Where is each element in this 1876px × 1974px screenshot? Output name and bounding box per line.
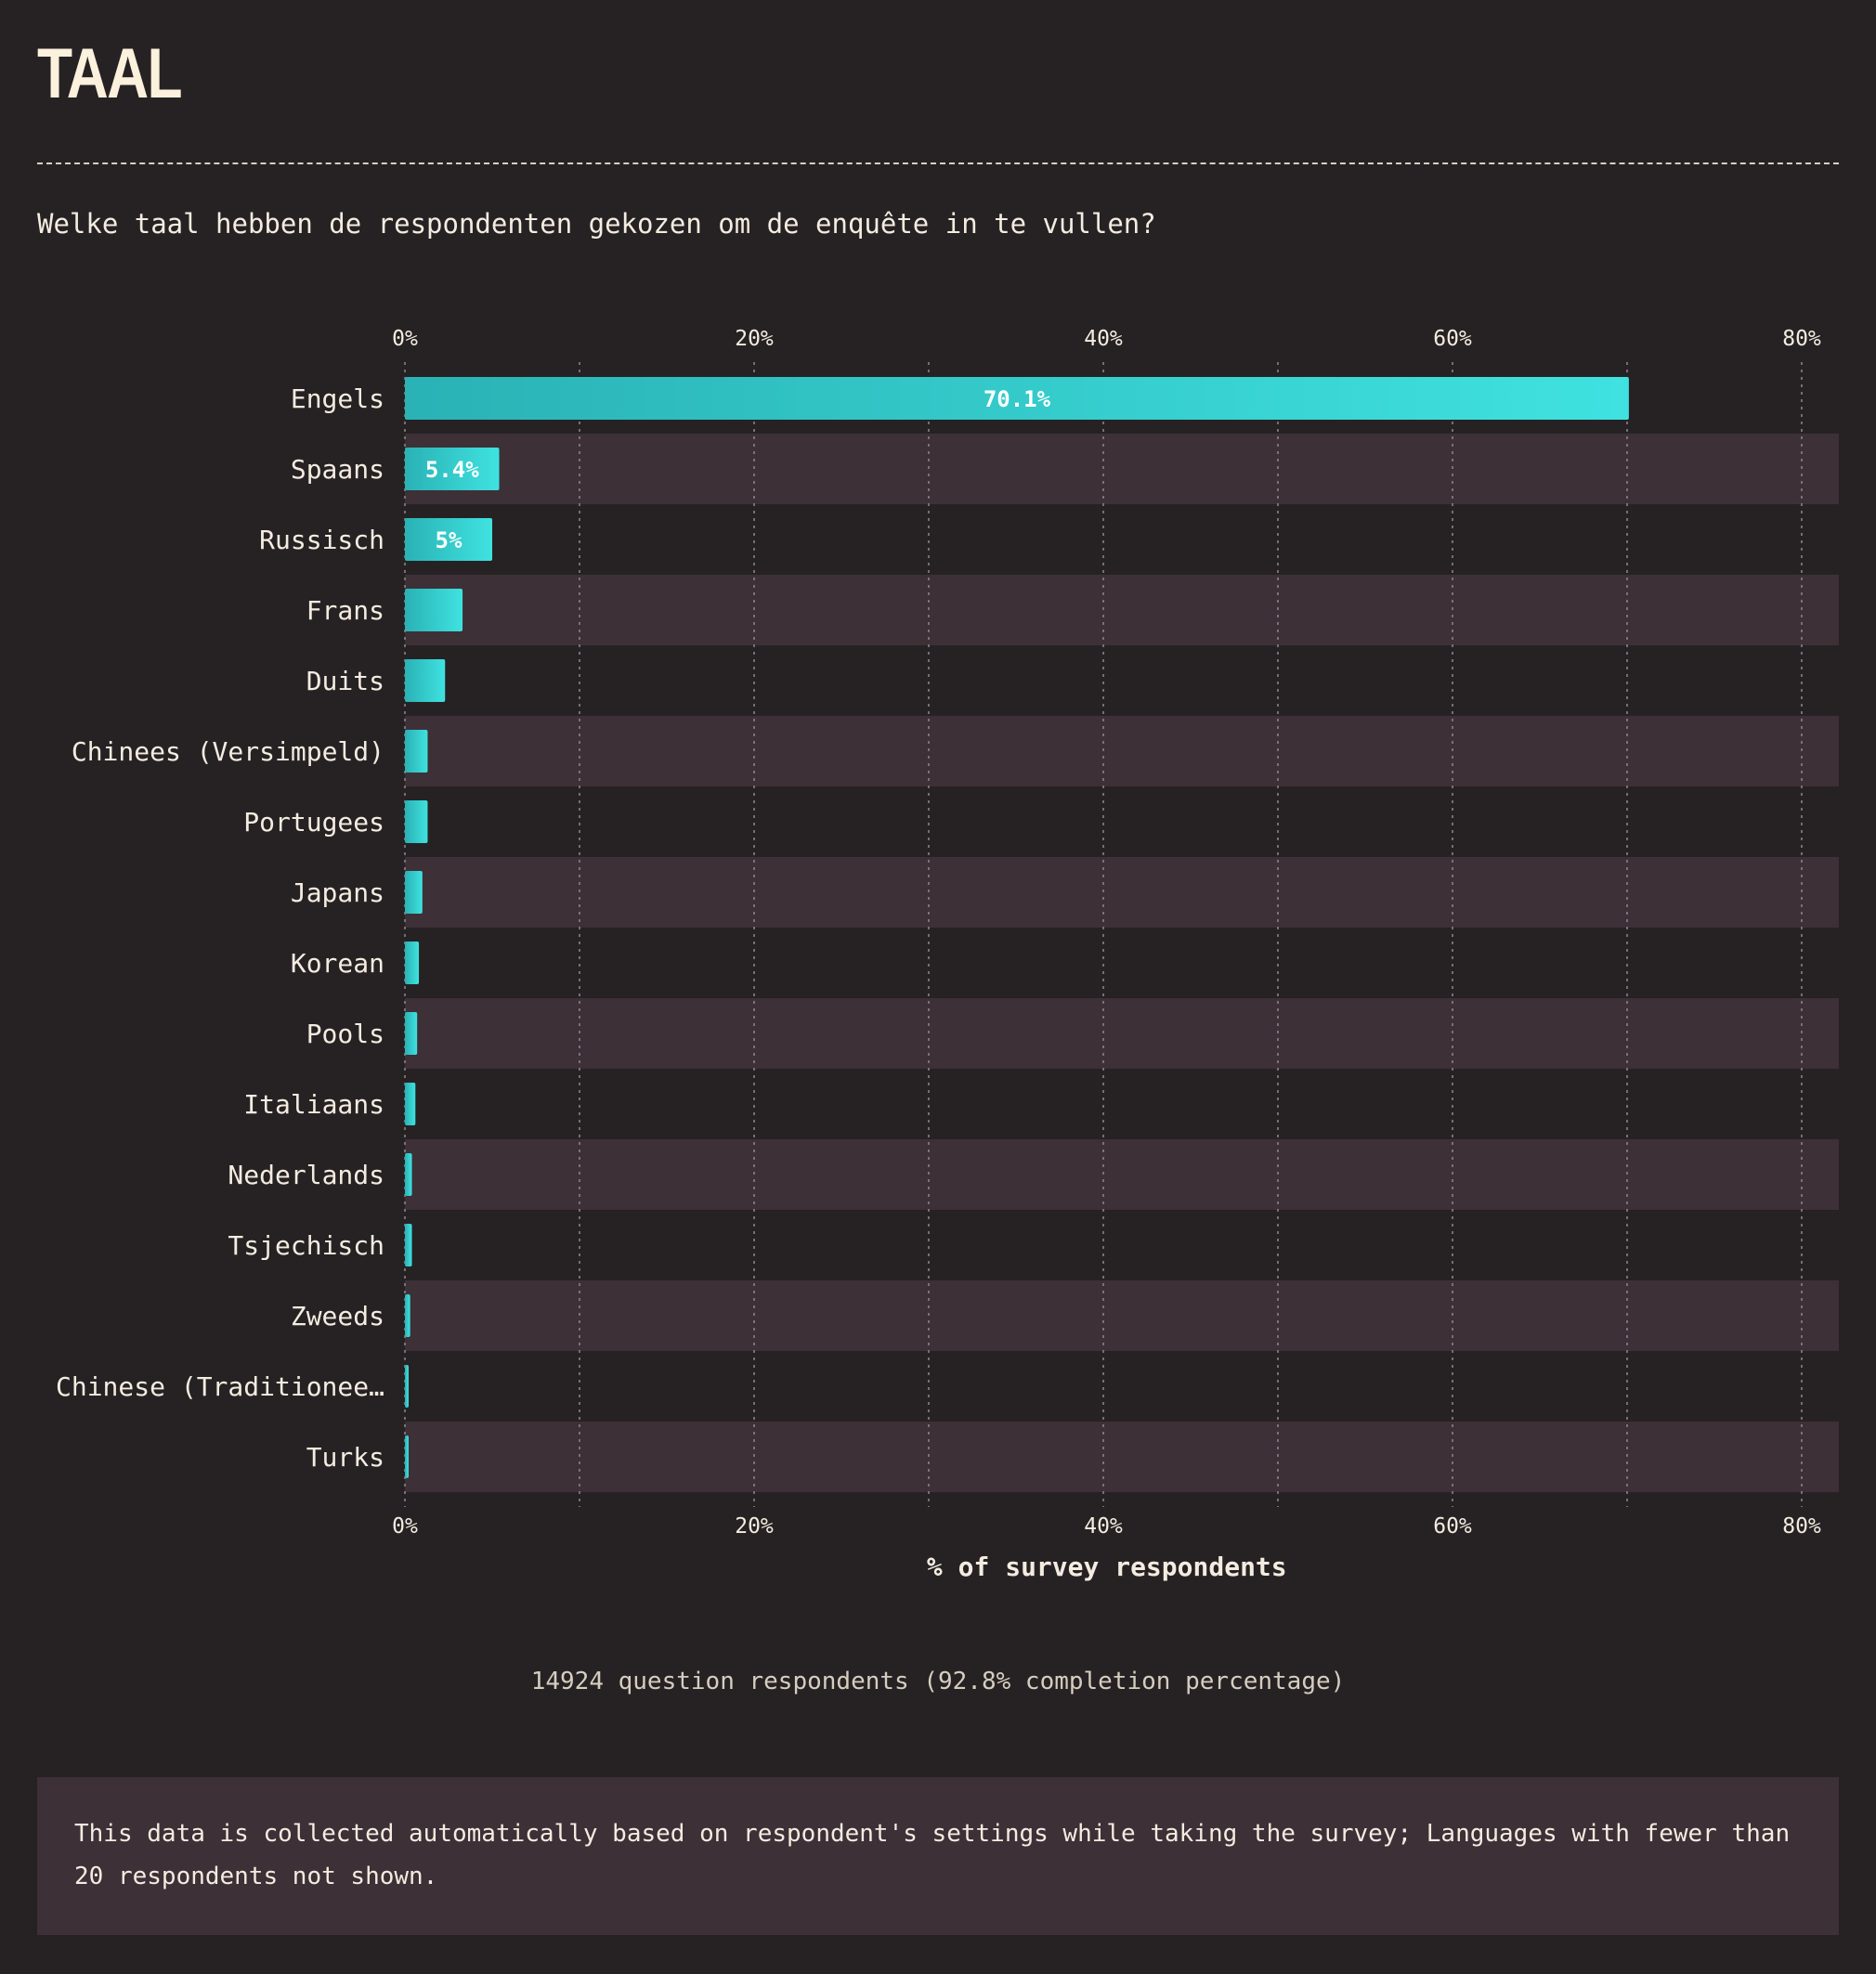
note-text: This data is collected automatically bas…: [74, 1820, 1791, 1890]
tick-label-top: 80%: [1782, 327, 1821, 351]
tick-label-top: 40%: [1084, 327, 1123, 351]
category-label: Portugees: [243, 807, 384, 838]
category-label: Zweeds: [291, 1301, 384, 1331]
tick-label-bottom: 40%: [1084, 1514, 1123, 1539]
top-axis-ticks: 0% 20% 40% 60% 80%: [392, 327, 1821, 351]
category-label: Nederlands: [228, 1160, 384, 1190]
bar: [405, 1083, 416, 1125]
respondent-count: 14924 question respondents (92.8% comple…: [530, 1668, 1346, 1695]
category-label: Chinees (Versimpeld): [72, 736, 384, 767]
category-labels: Engels Spaans Russisch Frans Duits Chinees (V…: [56, 383, 384, 1473]
category-label: Turks: [306, 1442, 384, 1473]
bar: [405, 659, 446, 702]
row-stripes: [405, 434, 1839, 1492]
category-label: Russisch: [259, 525, 384, 555]
row-stripe: [405, 1139, 1839, 1210]
bar: [405, 1224, 412, 1266]
tick-label-bottom: 80%: [1782, 1514, 1821, 1539]
row-stripe: [405, 1280, 1839, 1351]
bar-value-label: 5.4%: [425, 457, 479, 483]
category-label: Pools: [306, 1019, 384, 1049]
row-stripe: [405, 716, 1839, 786]
bar: [405, 448, 500, 490]
tick-label-top: 20%: [735, 327, 774, 351]
category-label: Frans: [306, 595, 384, 626]
category-label: Japans: [291, 877, 384, 908]
tick-label-top: 0%: [392, 327, 418, 351]
category-label: Italiaans: [243, 1089, 384, 1120]
bar-chart: 70.1% 5.4% 5% Engels Spaans Russisch Frans Dui…: [56, 327, 1839, 1582]
bar: [405, 1153, 412, 1196]
note-box: This data is collected automatically bas…: [37, 1777, 1839, 1935]
bar-value-label: 5%: [436, 527, 462, 553]
bar: [405, 518, 492, 561]
tick-label-bottom: 0%: [392, 1514, 418, 1539]
row-stripe: [405, 575, 1839, 645]
bar: [405, 871, 423, 914]
chart-question: Welke taal hebben de respondenten gekoze…: [37, 208, 1156, 240]
category-label: Korean: [291, 948, 384, 979]
gridlines: [404, 362, 1803, 1507]
category-label: Spaans: [291, 454, 384, 485]
bar: [405, 377, 1629, 420]
category-label: Engels: [291, 383, 384, 414]
page-title: TAAL: [37, 34, 183, 113]
row-stripe: [405, 434, 1839, 504]
bar: [405, 730, 428, 773]
bar: [405, 800, 428, 843]
bar: [405, 942, 420, 984]
tick-label-bottom: 20%: [735, 1514, 774, 1539]
tick-label-top: 60%: [1433, 327, 1472, 351]
row-stripe: [405, 857, 1839, 928]
bar: [405, 1365, 409, 1408]
bars: 70.1% 5.4% 5%: [405, 377, 1629, 1478]
category-label: Duits: [306, 666, 384, 696]
bar: [405, 1435, 409, 1478]
bar-value-label: 70.1%: [984, 386, 1051, 412]
category-label: Chinese (Traditionee…: [56, 1371, 384, 1402]
category-label: Tsjechisch: [228, 1230, 384, 1261]
bar: [405, 1294, 410, 1337]
x-axis-title: % of survey respondents: [927, 1552, 1287, 1582]
bottom-axis-ticks: 0% 20% 40% 60% 80%: [392, 1514, 1821, 1539]
row-stripe: [405, 998, 1839, 1069]
row-stripe: [405, 1422, 1839, 1492]
title-divider: [37, 162, 1839, 164]
bar: [405, 1012, 418, 1055]
tick-label-bottom: 60%: [1433, 1514, 1472, 1539]
bar: [405, 589, 463, 631]
